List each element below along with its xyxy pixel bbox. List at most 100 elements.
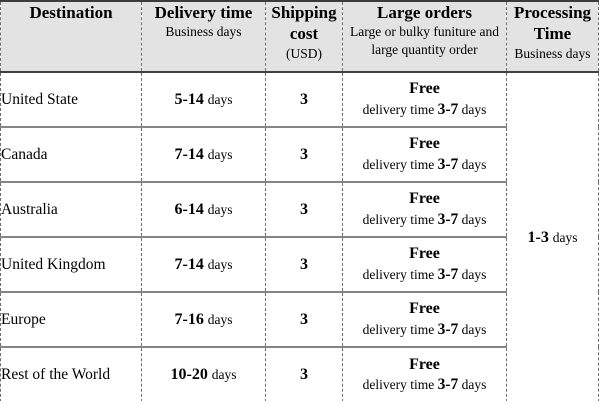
free-label: Free <box>409 135 440 153</box>
free-delivery-line: delivery time 3-7 days <box>344 155 507 175</box>
free-range: 3-7 <box>437 210 459 228</box>
large-orders-cell: Free delivery time 3-7 days <box>342 72 507 128</box>
free-delivery-line: delivery time 3-7 days <box>344 210 507 230</box>
table-row: Rest of the World 10-20 days 3 Free deli… <box>1 347 599 401</box>
table-body: United State 5-14 days 3 Free delivery t… <box>0 72 599 401</box>
shipping-cost-value: 3 <box>300 366 308 383</box>
delivery-unit: days <box>207 146 233 162</box>
shipping-cost-value: 3 <box>300 310 308 328</box>
shipping-cost-cell: 3 <box>265 292 343 348</box>
table-row: Europe 7-16 days 3 Free delivery time 3-… <box>0 292 599 348</box>
free-unit: days <box>461 156 487 172</box>
shipping-cost-value: 3 <box>300 255 308 273</box>
shipping-cost-value: 3 <box>300 200 308 218</box>
header-row: Destination Delivery time Business days … <box>0 1 599 73</box>
free-unit: days <box>461 321 487 337</box>
shipping-cost-cell: 3 <box>265 347 343 401</box>
delivery-range: 7-14 <box>174 255 204 273</box>
delivery-range: 5-14 <box>174 90 204 108</box>
header-large-orders: Large orders Large or bulky funiture and… <box>342 1 507 73</box>
header-shipping-title-line1: Shipping <box>271 3 337 22</box>
delivery-time-cell: 5-14 days <box>141 72 266 128</box>
table-row: United Kingdom 7-14 days 3 Free delivery… <box>0 237 599 293</box>
header-delivery-subtitle: Business days <box>165 24 242 40</box>
shipping-cost-cell: 3 <box>265 72 343 128</box>
free-label: Free <box>409 80 440 98</box>
delivery-range: 7-16 <box>174 310 204 328</box>
delivery-range: 7-14 <box>174 145 204 163</box>
processing-range: 1-3 <box>527 228 549 246</box>
shipping-cost-cell: 3 <box>265 182 343 238</box>
delivery-time-cell: 7-14 days <box>141 237 266 293</box>
free-range: 3-7 <box>437 320 459 338</box>
delivery-unit: days <box>207 91 233 107</box>
free-unit: days <box>461 211 487 227</box>
large-orders-cell: Free delivery time 3-7 days <box>342 127 507 183</box>
destination-cell: Rest of the World <box>1 366 111 383</box>
destination-cell: United State <box>0 72 142 128</box>
free-label: Free <box>409 355 440 373</box>
free-label: Free <box>409 245 440 263</box>
free-range: 3-7 <box>437 100 459 118</box>
shipping-cost-value: 3 <box>300 90 308 108</box>
header-processing-title-line1: Processing <box>513 3 592 22</box>
header-delivery-time: Delivery time Business days <box>141 1 266 73</box>
free-unit: days <box>461 377 487 393</box>
free-prefix: delivery time <box>362 156 435 172</box>
free-range: 3-7 <box>437 265 459 283</box>
delivery-unit: days <box>207 311 233 327</box>
large-orders-cell: Free delivery time 3-7 days <box>342 347 507 401</box>
header-large-orders-subtitle-line1: Large or bulky funiture and <box>350 24 499 40</box>
free-prefix: delivery time <box>362 101 435 117</box>
header-destination: Destination <box>0 1 142 73</box>
delivery-range: 6-14 <box>174 200 204 218</box>
header-destination-title: Destination <box>29 3 113 22</box>
destination-cell: Europe <box>0 292 142 348</box>
header-shipping-cost: Shipping cost (USD) <box>265 1 343 73</box>
header-large-orders-subtitle-line2: large quantity order <box>371 41 478 57</box>
processing-unit: days <box>552 229 578 245</box>
header-large-orders-title: Large orders <box>377 3 472 22</box>
header-delivery-title: Delivery time <box>154 3 253 22</box>
header-processing-title-line2: Time <box>533 24 572 44</box>
processing-time-cell: 1-3 days <box>506 72 599 401</box>
free-prefix: delivery time <box>362 321 435 337</box>
large-orders-cell: Free delivery time 3-7 days <box>342 182 507 238</box>
delivery-unit: days <box>211 367 237 382</box>
free-delivery-line: delivery time 3-7 days <box>344 375 507 395</box>
free-unit: days <box>461 266 487 282</box>
destination-cell: Australia <box>0 182 142 238</box>
free-range: 3-7 <box>437 155 459 173</box>
delivery-time-cell: 7-16 days <box>141 292 266 348</box>
free-delivery-line: delivery time 3-7 days <box>344 320 507 340</box>
large-orders-cell: Free delivery time 3-7 days <box>342 292 507 348</box>
free-delivery-line: delivery time 3-7 days <box>344 265 507 285</box>
free-label: Free <box>409 300 440 318</box>
delivery-unit: days <box>207 256 233 272</box>
table-row: Canada 7-14 days 3 Free delivery time 3-… <box>0 127 599 183</box>
free-prefix: delivery time <box>362 377 435 393</box>
header-processing-time: Processing Time Business days <box>506 1 599 73</box>
free-prefix: delivery time <box>362 266 435 282</box>
large-orders-cell: Free delivery time 3-7 days <box>342 237 507 293</box>
free-unit: days <box>461 101 487 117</box>
destination-cell: Canada <box>0 127 142 183</box>
shipping-cost-cell: 3 <box>265 127 343 183</box>
free-prefix: delivery time <box>362 211 435 227</box>
shipping-cost-cell: 3 <box>265 237 343 293</box>
delivery-time-cell: 10-20 days <box>141 347 266 401</box>
header-shipping-subtitle: (USD) <box>286 45 322 61</box>
delivery-range: 10-20 <box>170 366 208 383</box>
free-delivery-line: delivery time 3-7 days <box>344 100 507 120</box>
table-row: United State 5-14 days 3 Free delivery t… <box>0 72 599 401</box>
destination-cell: United Kingdom <box>0 237 142 293</box>
delivery-unit: days <box>207 201 233 217</box>
free-label: Free <box>409 190 440 208</box>
free-range: 3-7 <box>437 376 459 394</box>
shipping-cost-value: 3 <box>300 145 308 163</box>
header-shipping-title-line2: cost <box>289 24 319 44</box>
table-header: Destination Delivery time Business days … <box>0 1 599 73</box>
header-processing-subtitle: Business days <box>514 45 591 61</box>
